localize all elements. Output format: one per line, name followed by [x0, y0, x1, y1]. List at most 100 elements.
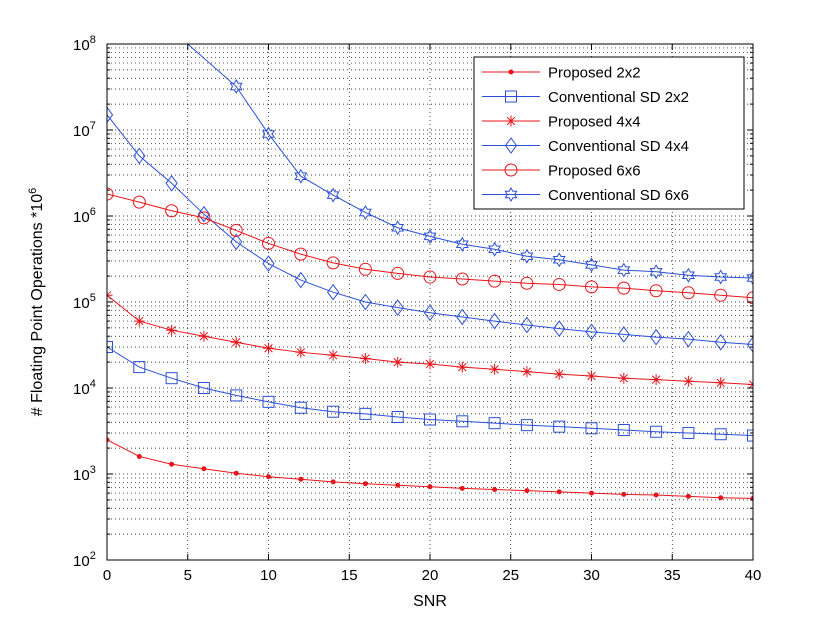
data-point [169, 461, 175, 467]
data-point [136, 453, 142, 459]
data-point [263, 342, 274, 354]
series-conventional-sd-4x4 [107, 106, 753, 353]
legend-marker [504, 137, 518, 154]
data-point [746, 336, 753, 353]
data-point [489, 363, 501, 375]
data-point [133, 361, 146, 374]
data-point [681, 267, 695, 283]
x-tick-label: 15 [341, 567, 358, 584]
data-point [714, 333, 727, 351]
data-point [230, 389, 243, 402]
series-line [187, 44, 753, 279]
data-point [326, 256, 340, 270]
legend-label: Proposed 4x4 [548, 114, 641, 131]
x-tick-label: 40 [745, 567, 762, 584]
data-point [714, 428, 727, 441]
data-point [521, 366, 533, 378]
data-point [107, 187, 114, 201]
data-point [229, 79, 243, 95]
data-point [650, 374, 662, 386]
data-point [326, 283, 340, 301]
data-point [617, 326, 630, 343]
data-point [488, 312, 501, 330]
data-point [107, 340, 113, 353]
y-tick-label-exponent: 5 [90, 292, 96, 304]
data-point [427, 484, 433, 490]
data-point [585, 280, 598, 294]
data-point [682, 375, 694, 387]
data-point [520, 419, 533, 432]
series-proposed-2x2 [107, 437, 753, 501]
data-point [589, 490, 594, 496]
data-point [197, 205, 211, 223]
data-point [391, 299, 404, 316]
data-point [327, 405, 340, 418]
data-point [229, 223, 243, 237]
data-point [553, 368, 565, 380]
data-point [165, 372, 178, 385]
data-point [552, 277, 566, 291]
data-point [262, 255, 275, 272]
series-line [107, 114, 753, 346]
series-conventional-sd-2x2 [107, 340, 753, 442]
series-line [107, 193, 753, 299]
series-layer [107, 44, 753, 501]
data-point [295, 346, 307, 358]
data-point [520, 316, 534, 334]
y-tick-label-exponent: 8 [90, 34, 96, 46]
data-point [424, 413, 436, 426]
y-tick-label: 106 [73, 206, 96, 226]
legend-item: Conventional SD 6x6 [482, 187, 689, 204]
legend-label: Proposed 2x2 [548, 65, 641, 82]
data-point [201, 466, 207, 472]
legend-marker [508, 69, 514, 75]
data-point [262, 126, 275, 142]
data-point [617, 262, 631, 278]
data-point [358, 204, 372, 220]
y-tick-label: 107 [73, 120, 96, 140]
data-point [133, 315, 145, 327]
data-point [553, 420, 566, 433]
legend-item: Conventional SD 4x4 [482, 137, 689, 155]
data-point [133, 147, 146, 165]
legend-marker [504, 163, 518, 177]
x-tick-label: 20 [422, 567, 439, 584]
x-tick-label: 35 [664, 567, 681, 584]
data-point [718, 495, 724, 501]
y-tick-label-exponent: 2 [90, 550, 96, 562]
data-point [230, 233, 243, 251]
data-point [552, 252, 566, 268]
data-point [649, 328, 663, 346]
data-point [556, 489, 562, 495]
data-point [553, 320, 566, 337]
data-point [326, 187, 340, 203]
y-tick-label-exponent: 4 [90, 378, 96, 390]
data-point [423, 228, 437, 244]
data-point [455, 272, 469, 286]
legend-item: Proposed 4x4 [482, 114, 641, 131]
data-point [198, 330, 210, 342]
data-point [456, 361, 468, 373]
data-point [359, 293, 372, 311]
y-tick-label: 108 [73, 34, 96, 54]
data-point [524, 488, 530, 494]
x-tick-label: 25 [502, 567, 519, 584]
data-point [520, 248, 534, 264]
data-point [714, 269, 728, 285]
data-point [165, 174, 178, 192]
data-point [617, 281, 631, 295]
data-point [455, 236, 469, 252]
data-point [423, 304, 437, 322]
data-point [362, 481, 368, 487]
x-tick-label: 0 [103, 567, 111, 584]
data-point [359, 407, 372, 420]
data-point [618, 372, 630, 384]
data-point [391, 266, 405, 280]
data-point [294, 401, 307, 414]
data-point [617, 423, 630, 436]
data-point [685, 493, 691, 499]
legend-item: Conventional SD 2x2 [482, 89, 689, 106]
y-axis-label-text: # Floating Point Operations *10 [29, 194, 46, 416]
